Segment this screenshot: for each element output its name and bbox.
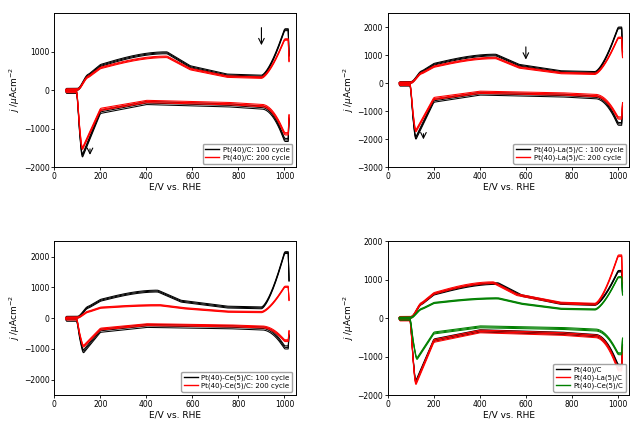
Legend: Pt(40)/C, Pt(40)-La(5)/C, Pt(40)-Ce(5)/C: Pt(40)/C, Pt(40)-La(5)/C, Pt(40)-Ce(5)/C	[553, 364, 626, 392]
Y-axis label: $j$ /$\mu$Acm$^{-2}$: $j$ /$\mu$Acm$^{-2}$	[341, 295, 356, 341]
X-axis label: E/V vs. RHE: E/V vs. RHE	[482, 182, 535, 191]
Legend: Pt(40)/C: 100 cycle, Pt(40)/C: 200 cycle: Pt(40)/C: 100 cycle, Pt(40)/C: 200 cycle	[203, 144, 293, 164]
Legend: Pt(40)-Ce(5)/C: 100 cycle, Pt(40)-Ce(5)/C: 200 cycle: Pt(40)-Ce(5)/C: 100 cycle, Pt(40)-Ce(5)/…	[181, 372, 293, 392]
Y-axis label: $j$ /$\mu$Acm$^{-2}$: $j$ /$\mu$Acm$^{-2}$	[8, 295, 22, 341]
X-axis label: E/V vs. RHE: E/V vs. RHE	[149, 182, 201, 191]
Legend: Pt(40)-La(5)/C : 100 cycle, Pt(40)-La(5)/C: 200 cycle: Pt(40)-La(5)/C : 100 cycle, Pt(40)-La(5)…	[513, 144, 626, 164]
X-axis label: E/V vs. RHE: E/V vs. RHE	[149, 410, 201, 420]
Y-axis label: $j$ /$\mu$Acm$^{-2}$: $j$ /$\mu$Acm$^{-2}$	[8, 67, 22, 113]
X-axis label: E/V vs. RHE: E/V vs. RHE	[482, 410, 535, 420]
Y-axis label: $j$ /$\mu$Acm$^{-2}$: $j$ /$\mu$Acm$^{-2}$	[341, 67, 356, 113]
